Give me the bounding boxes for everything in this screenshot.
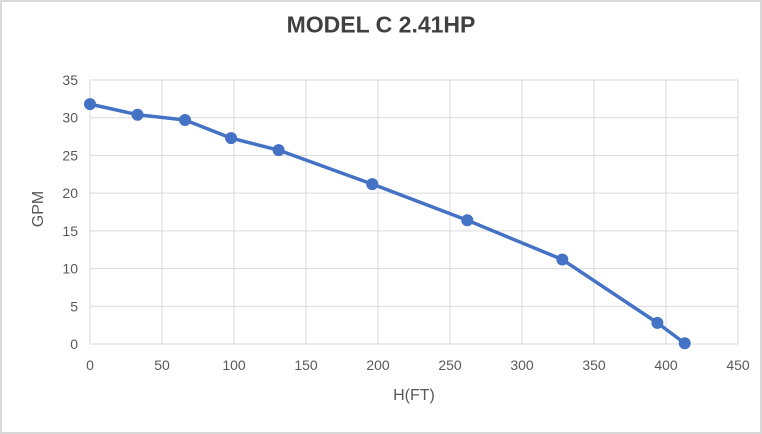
x-tick-label: 450 <box>726 357 750 373</box>
data-point-marker <box>84 98 96 111</box>
x-tick-label: 0 <box>86 357 94 373</box>
y-tick-label: 20 <box>62 185 78 201</box>
y-tick-label: 5 <box>70 298 78 314</box>
data-point-marker <box>556 253 569 266</box>
x-tick-label: 400 <box>654 357 678 373</box>
chart-title: MODEL C 2.41HP <box>286 11 476 38</box>
x-axis-title: H(FT) <box>393 387 435 404</box>
y-tick-label: 35 <box>62 72 78 88</box>
x-tick-label: 150 <box>294 357 318 373</box>
data-point-marker <box>272 144 285 157</box>
y-tick-label: 25 <box>62 147 78 163</box>
x-tick-label: 200 <box>366 357 390 373</box>
data-line <box>88 102 687 345</box>
x-tick-label: 300 <box>510 357 534 373</box>
data-point-marker <box>366 178 379 191</box>
data-point-marker <box>179 113 192 126</box>
data-point-marker <box>225 132 238 145</box>
data-point-marker <box>131 108 144 121</box>
data-point-marker <box>461 214 474 227</box>
y-tick-label: 0 <box>70 336 78 352</box>
y-tick-label: 10 <box>62 261 78 277</box>
data-point-marker <box>651 316 664 329</box>
y-tick-label: 15 <box>62 223 78 239</box>
x-tick-label: 350 <box>582 357 606 373</box>
y-tick-label: 30 <box>62 110 78 126</box>
data-point-marker <box>678 337 691 350</box>
x-tick-label: 250 <box>438 357 462 373</box>
x-tick-label: 50 <box>154 357 170 373</box>
x-tick-label: 100 <box>222 357 246 373</box>
